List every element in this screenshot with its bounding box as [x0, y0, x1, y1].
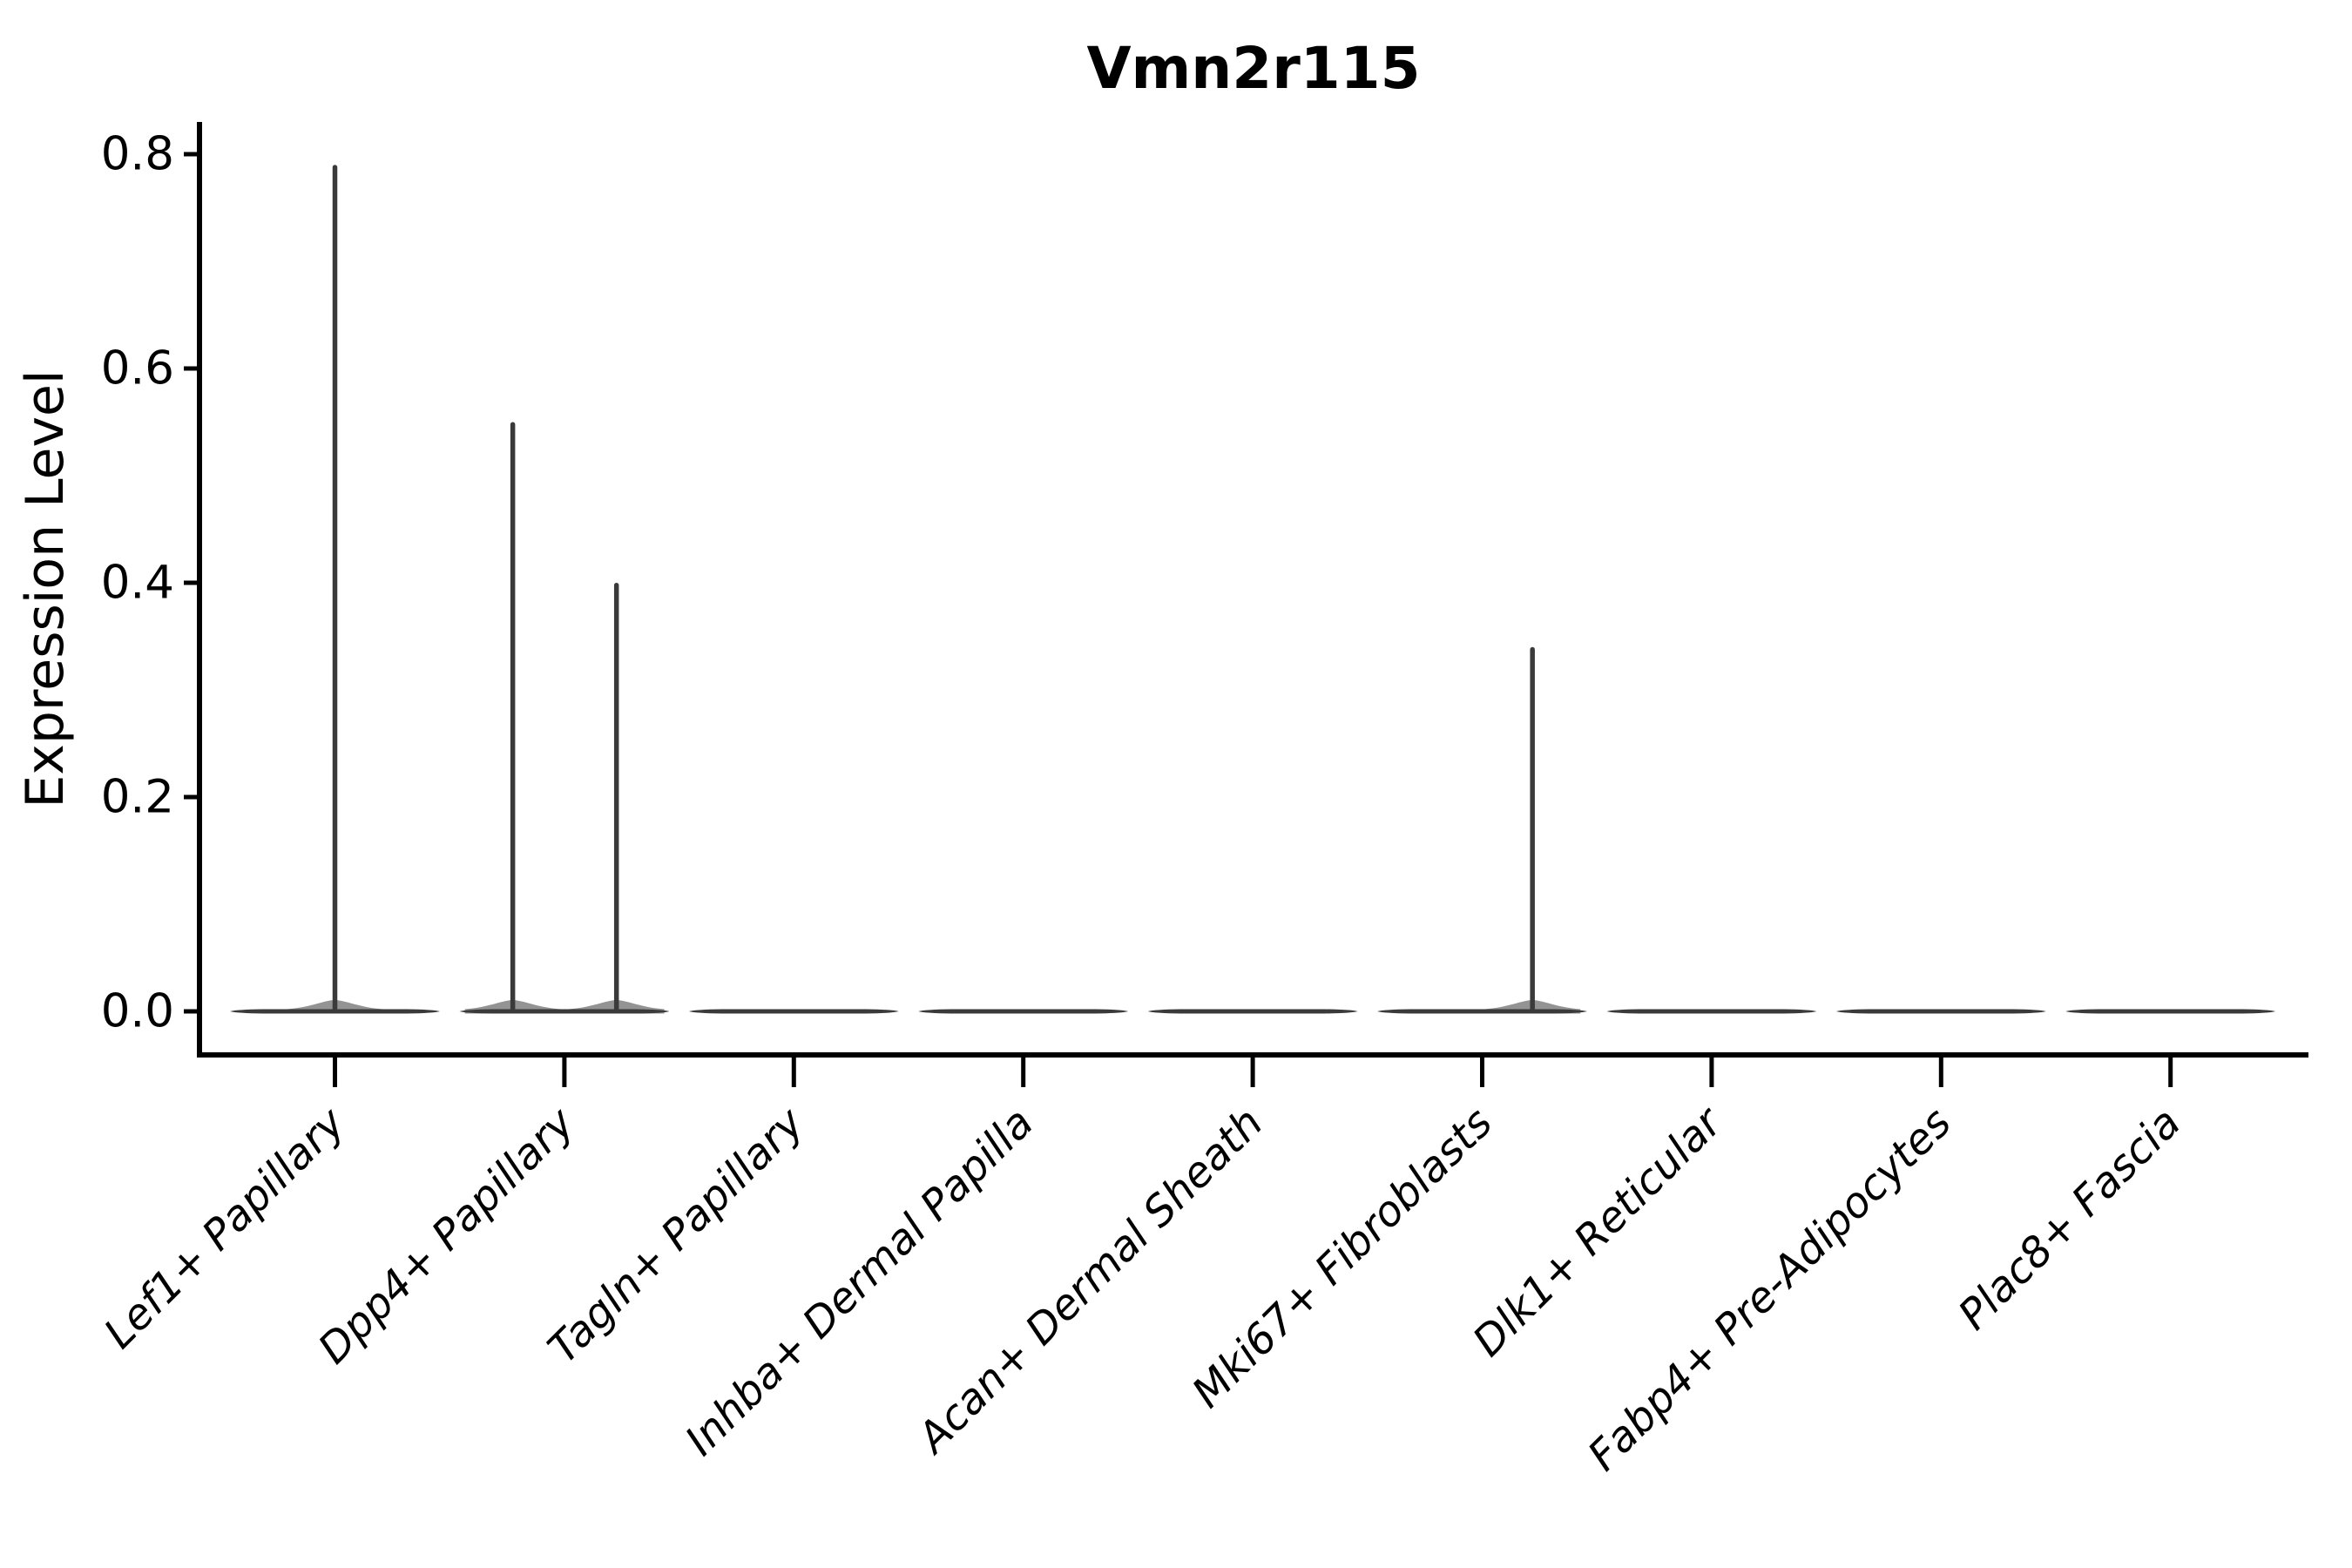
x-tick-label: Lef1+ Papillary — [95, 1098, 355, 1358]
y-tick-label: 0.4 — [101, 557, 174, 610]
violin — [1377, 646, 1587, 1014]
violin-body — [1377, 1009, 1587, 1014]
violin-body — [2065, 1009, 2276, 1014]
violin-body — [1147, 1009, 1358, 1014]
x-tick-label: Plac8+ Fascia — [1950, 1098, 2191, 1340]
x-tick-label: Tagln+ Papillary — [539, 1098, 814, 1373]
x-tick-label: Fabp4+ Pre-Adipocytes — [1578, 1098, 1961, 1481]
violin-spike — [613, 583, 619, 1011]
violin-spike — [332, 165, 338, 1012]
violin — [1606, 1009, 1817, 1014]
y-tick-label: 0.0 — [101, 985, 174, 1038]
violin — [230, 165, 440, 1014]
violin — [918, 1009, 1129, 1014]
violin-body — [459, 1009, 670, 1014]
violin — [459, 422, 670, 1014]
violin — [2065, 1009, 2276, 1014]
violin-body — [1835, 1009, 2046, 1014]
x-tick-label: Dpp4+ Papillary — [309, 1098, 585, 1373]
violin-body — [688, 1009, 899, 1014]
violins-layer — [230, 165, 2276, 1014]
violin-body — [1606, 1009, 1817, 1014]
plot-title: Vmn2r115 — [1086, 35, 1420, 102]
x-tick-label: Dlk1+ Reticular — [1463, 1097, 1734, 1367]
axes-layer — [184, 122, 2308, 1087]
violin-spike — [510, 422, 516, 1011]
violin — [1835, 1009, 2046, 1014]
y-tick-label: 0.8 — [101, 128, 174, 181]
violin-body — [918, 1009, 1129, 1014]
violin-spike — [1530, 646, 1535, 1011]
y-tick-label: 0.6 — [101, 342, 174, 395]
violin — [688, 1009, 899, 1014]
violin — [1147, 1009, 1358, 1014]
y-tick-label: 0.2 — [101, 771, 174, 824]
y-axis-title: Expression Level — [15, 369, 76, 808]
